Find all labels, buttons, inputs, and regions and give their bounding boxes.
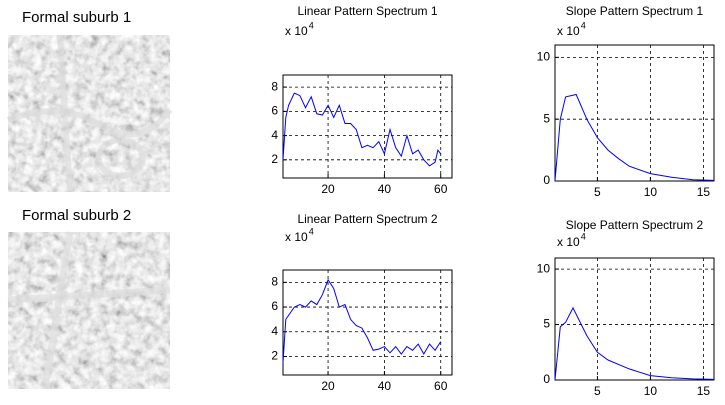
plot-frame (282, 74, 453, 179)
data-line (554, 93, 715, 182)
y-tick-label: 4 (271, 128, 278, 142)
plot-frame (554, 257, 715, 381)
x-tick-label: 10 (644, 384, 658, 398)
x-tick-label: 15 (697, 185, 711, 199)
y-tick-label: 8 (271, 79, 278, 93)
y-tick-label: 6 (271, 104, 278, 118)
chart-title: Linear Pattern Spectrum 2 (297, 212, 437, 226)
y-tick-label: 4 (271, 324, 278, 338)
data-line (282, 92, 442, 167)
x-tick-label: 20 (321, 182, 335, 196)
y-scale-label: x 10 (285, 24, 308, 38)
y-scale-label: x 10 (557, 24, 580, 38)
y-scale-exponent: 4 (581, 231, 586, 241)
y-scale-exponent: 4 (581, 20, 586, 30)
y-scale-exponent: 4 (309, 226, 314, 236)
y-tick-label: 5 (543, 317, 550, 331)
x-tick-label: 5 (594, 185, 601, 199)
x-tick-label: 60 (434, 379, 448, 393)
x-tick-label: 20 (321, 379, 335, 393)
y-tick-label: 5 (543, 111, 550, 125)
x-tick-label: 40 (378, 182, 392, 196)
image-caption: Formal suburb 2 (22, 207, 131, 224)
y-scale-label: x 10 (557, 235, 580, 249)
y-tick-label: 10 (537, 261, 551, 275)
data-line (282, 278, 442, 363)
y-tick-label: 10 (537, 50, 551, 64)
x-tick-label: 40 (378, 379, 392, 393)
plot-frame (554, 44, 715, 182)
chart-title: Slope Pattern Spectrum 1 (566, 4, 704, 18)
x-tick-label: 60 (434, 182, 448, 196)
x-tick-label: 5 (594, 384, 601, 398)
y-tick-label: 6 (271, 299, 278, 313)
y-tick-label: 2 (271, 349, 278, 363)
y-tick-label: 0 (543, 173, 550, 187)
y-tick-label: 0 (543, 372, 550, 386)
aerial-image (8, 232, 170, 389)
y-tick-label: 8 (271, 275, 278, 289)
y-scale-exponent: 4 (309, 20, 314, 30)
chart-title: Linear Pattern Spectrum 1 (297, 4, 437, 18)
x-tick-label: 10 (644, 185, 658, 199)
image-caption: Formal suburb 1 (22, 9, 131, 26)
x-tick-label: 15 (697, 384, 711, 398)
data-line (554, 306, 715, 381)
y-tick-label: 2 (271, 152, 278, 166)
chart-title: Slope Pattern Spectrum 2 (566, 218, 704, 232)
road (7, 231, 171, 390)
road (6, 34, 173, 193)
y-scale-label: x 10 (285, 230, 308, 244)
plot-frame (282, 269, 453, 376)
